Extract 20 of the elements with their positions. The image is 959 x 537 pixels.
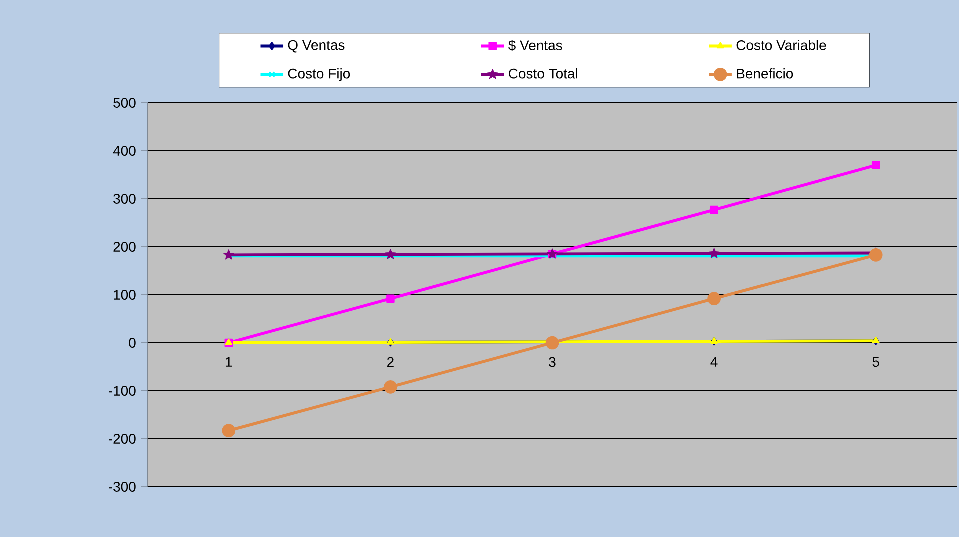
- x-tick-label: 2: [388, 357, 394, 368]
- y-tick-label: -100: [109, 386, 136, 396]
- x-tick-label: 1: [226, 357, 232, 367]
- legend-label: Costo Variable: [736, 40, 826, 50]
- legend-label: Costo Total: [509, 68, 578, 79]
- y-tick-label: 200: [114, 242, 136, 252]
- y-tick-label: 400: [113, 146, 136, 156]
- x-tick-label: 4: [710, 357, 718, 367]
- y-tick-label: 300: [114, 194, 136, 204]
- x-tick-label: 5: [872, 357, 880, 368]
- x-tick-label: 3: [549, 357, 556, 368]
- legend-label: Costo Fijo: [288, 68, 350, 82]
- y-tick-label: -200: [109, 434, 136, 444]
- y-tick-label: 500: [114, 98, 136, 108]
- legend-label: Beneficio: [737, 68, 794, 79]
- y-tick-label: 0: [129, 338, 136, 348]
- legend-label: Q Ventas: [288, 40, 345, 53]
- y-tick-label: -300: [109, 482, 136, 492]
- y-tick-label: 100: [114, 290, 136, 300]
- legend-label: $ Ventas: [508, 40, 562, 52]
